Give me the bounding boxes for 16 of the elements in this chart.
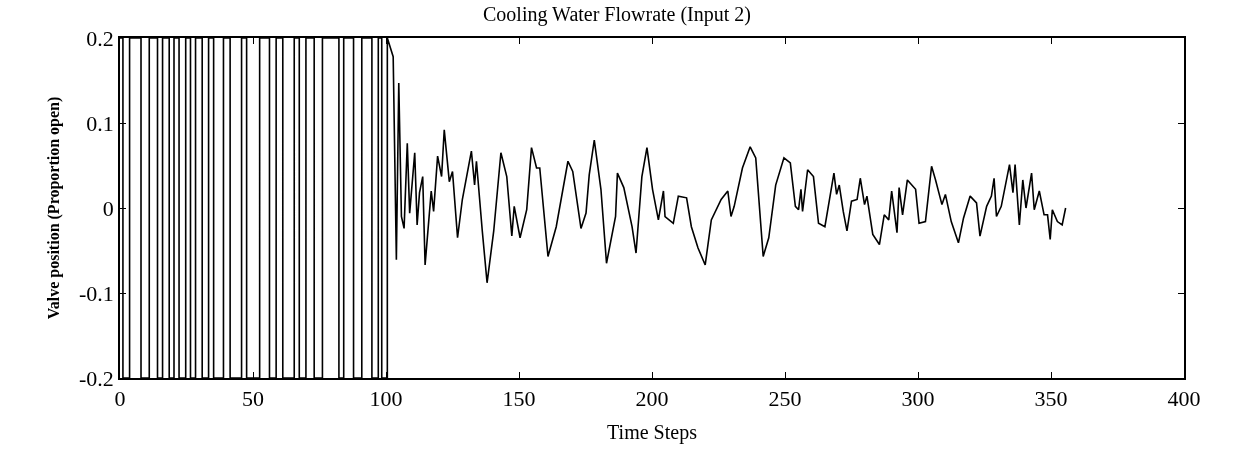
y-tick-label: -0.2 (79, 365, 114, 391)
y-tick-label: 0.1 (86, 110, 114, 136)
x-tick-label: 150 (502, 386, 536, 412)
y-tick-label: -0.1 (79, 280, 114, 306)
y-axis-title: Valve position (Proportion open) (45, 96, 64, 320)
x-axis-title: Time Steps (607, 421, 698, 445)
x-tick-label: 50 (242, 386, 264, 412)
x-tick-label: 350 (1034, 386, 1068, 412)
y-tick-label: 0.2 (86, 25, 114, 51)
x-tick-label: 300 (901, 386, 935, 412)
y-tick-label: 0 (102, 195, 114, 221)
x-tick-label: 100 (369, 386, 403, 412)
x-tick-label: 400 (1167, 386, 1201, 412)
x-tick-label: 200 (635, 386, 669, 412)
x-tick-label: 250 (768, 386, 802, 412)
chart-title: Cooling Water Flowrate (Input 2) (483, 2, 751, 26)
